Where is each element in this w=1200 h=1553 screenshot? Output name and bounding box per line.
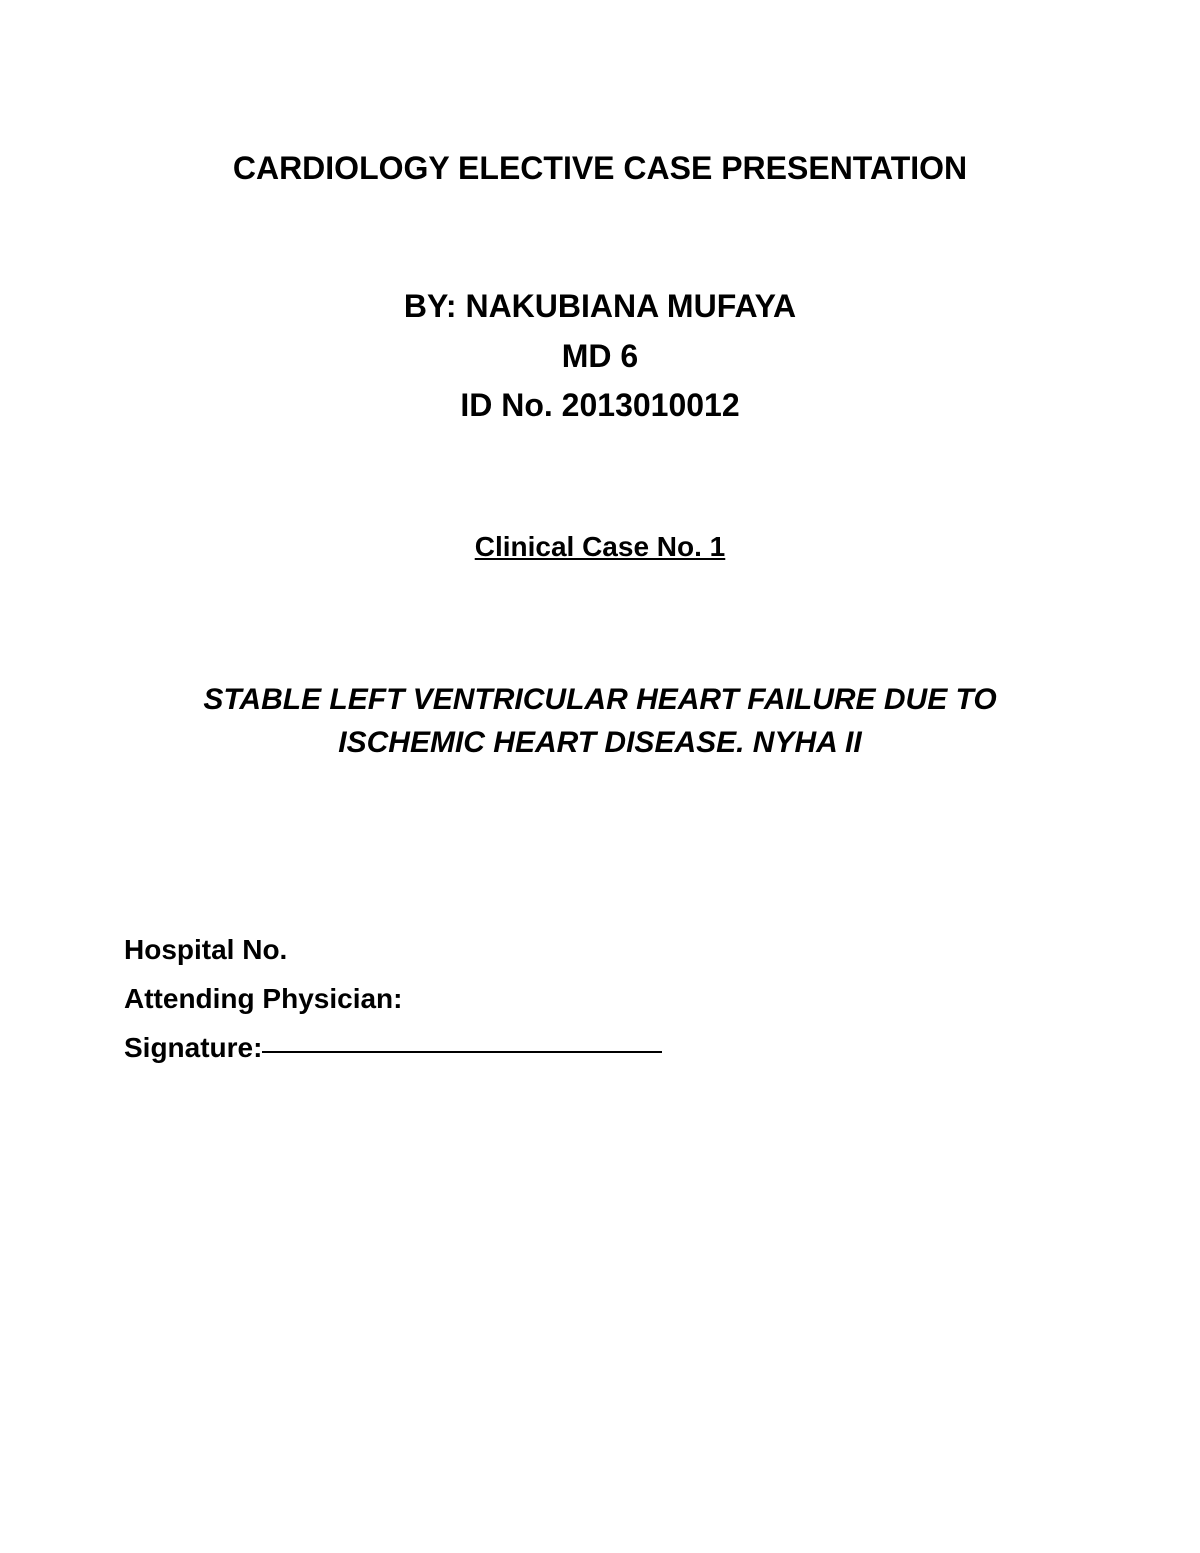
signature-field: Signature: [124, 1023, 1080, 1072]
diagnosis-title: STABLE LEFT VENTRICULAR HEART FAILURE DU… [120, 678, 1080, 765]
author-line: BY: NAKUBIANA MUFAYA [120, 282, 1080, 332]
case-number: Clinical Case No. 1 [120, 531, 1080, 563]
id-line: ID No. 2013010012 [120, 381, 1080, 431]
hospital-no-field: Hospital No. [124, 925, 1080, 974]
byline-block: BY: NAKUBIANA MUFAYA MD 6 ID No. 2013010… [120, 282, 1080, 431]
fields-block: Hospital No. Attending Physician: Signat… [120, 925, 1080, 1072]
level-line: MD 6 [120, 332, 1080, 382]
attending-physician-field: Attending Physician: [124, 974, 1080, 1023]
signature-line [262, 1051, 662, 1053]
signature-label: Signature: [124, 1032, 262, 1063]
document-title: CARDIOLOGY ELECTIVE CASE PRESENTATION [120, 150, 1080, 187]
